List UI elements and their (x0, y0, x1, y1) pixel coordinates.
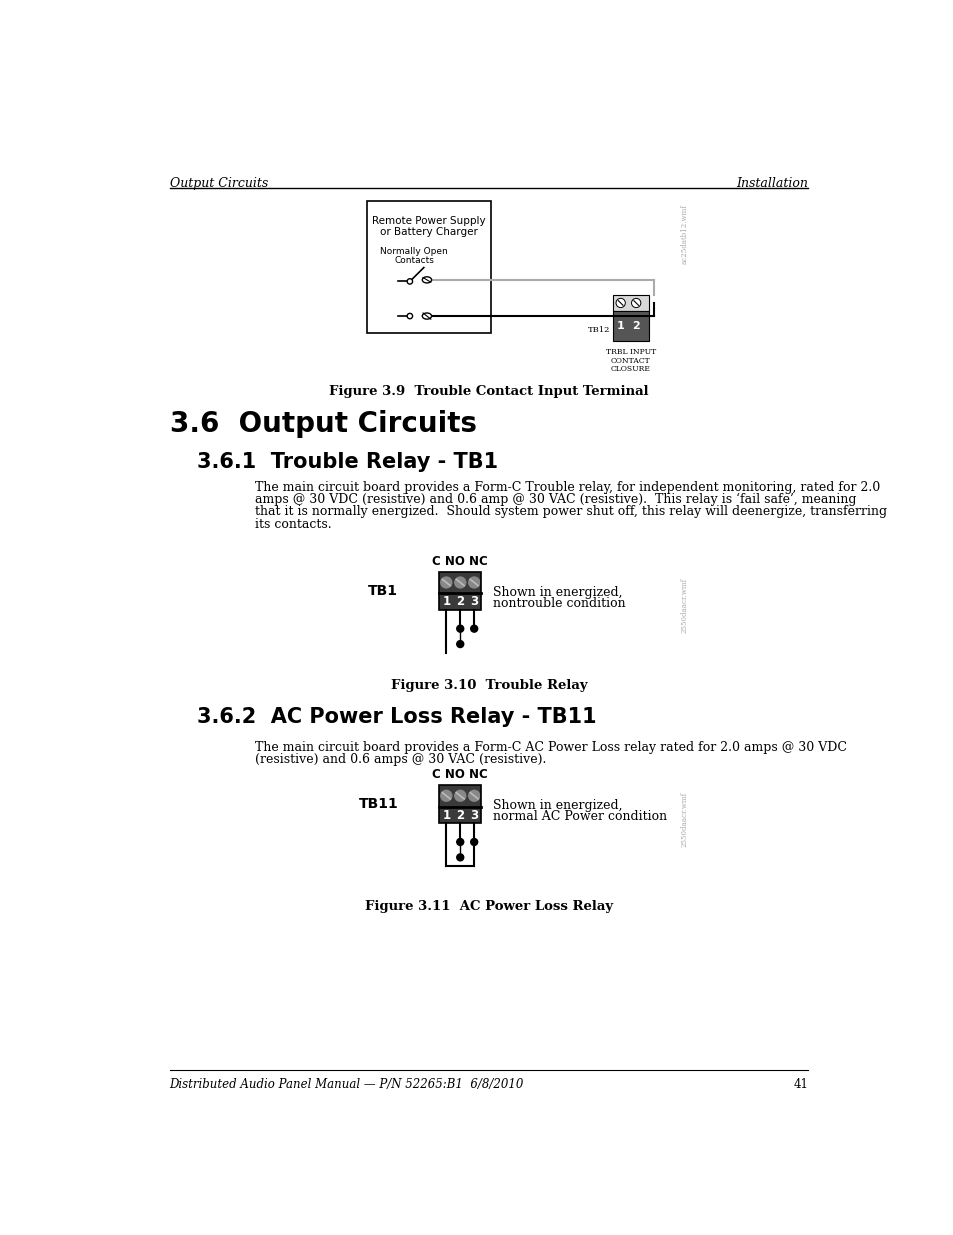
Circle shape (439, 789, 452, 802)
Text: Figure 3.9  Trouble Contact Input Terminal: Figure 3.9 Trouble Contact Input Termina… (329, 385, 648, 399)
Text: C NO NC: C NO NC (432, 555, 488, 568)
Bar (439, 785, 480, 806)
Text: Output Circuits: Output Circuits (170, 178, 268, 190)
Ellipse shape (422, 277, 431, 283)
Bar (439, 572, 480, 593)
Ellipse shape (422, 312, 431, 319)
Bar (612, 311, 648, 341)
Text: 2550daacr.wmf: 2550daacr.wmf (680, 792, 688, 846)
Text: TRBL INPUT: TRBL INPUT (605, 348, 655, 357)
Text: 3.6.2  AC Power Loss Relay - TB11: 3.6.2 AC Power Loss Relay - TB11 (196, 708, 596, 727)
Text: 3: 3 (470, 809, 477, 821)
Circle shape (470, 839, 477, 846)
Bar (439, 572, 480, 610)
Circle shape (456, 853, 463, 861)
Text: Contacts: Contacts (394, 256, 434, 266)
Text: TB1: TB1 (368, 584, 397, 598)
Bar (612, 294, 648, 311)
Text: Distributed Audio Panel Manual — P/N 52265:B1  6/8/2010: Distributed Audio Panel Manual — P/N 522… (170, 1078, 523, 1091)
Circle shape (439, 577, 452, 589)
Circle shape (454, 577, 466, 589)
Circle shape (456, 625, 463, 632)
Circle shape (468, 789, 480, 802)
Text: CLOSURE: CLOSURE (610, 366, 650, 373)
Text: C NO NC: C NO NC (432, 768, 488, 782)
Text: Figure 3.10  Trouble Relay: Figure 3.10 Trouble Relay (390, 679, 587, 693)
Circle shape (631, 299, 640, 308)
Text: that it is normally energized.  Should system power shut off, this relay will de: that it is normally energized. Should sy… (254, 505, 886, 519)
Text: Remote Power Supply: Remote Power Supply (372, 216, 485, 226)
Bar (439, 806, 480, 824)
Circle shape (454, 789, 466, 802)
Text: Normally Open: Normally Open (380, 247, 448, 256)
Text: its contacts.: its contacts. (254, 517, 331, 531)
Text: 3.6.1  Trouble Relay - TB1: 3.6.1 Trouble Relay - TB1 (196, 452, 497, 472)
Text: 2: 2 (456, 595, 464, 608)
Text: 2: 2 (632, 321, 639, 331)
Text: 2550daacr.wmf: 2550daacr.wmf (680, 578, 688, 634)
Text: The main circuit board provides a Form-C AC Power Loss relay rated for 2.0 amps : The main circuit board provides a Form-C… (254, 741, 846, 755)
Text: 3: 3 (470, 595, 477, 608)
Text: or Battery Charger: or Battery Charger (380, 227, 477, 237)
Circle shape (456, 641, 463, 647)
Text: CONTACT: CONTACT (610, 357, 650, 364)
Bar (367, 200, 491, 333)
Text: Installation: Installation (736, 178, 807, 190)
Text: Figure 3.11  AC Power Loss Relay: Figure 3.11 AC Power Loss Relay (364, 900, 613, 914)
Text: amps @ 30 VDC (resistive) and 0.6 amp @ 30 VAC (resistive).  This relay is ‘fail: amps @ 30 VDC (resistive) and 0.6 amp @ … (254, 493, 856, 506)
Circle shape (616, 299, 624, 308)
Text: 1: 1 (442, 595, 450, 608)
Text: 3.6  Output Circuits: 3.6 Output Circuits (170, 410, 476, 438)
Text: nontrouble condition: nontrouble condition (493, 597, 625, 610)
Circle shape (407, 314, 412, 319)
Text: TB11: TB11 (358, 798, 397, 811)
Text: normal AC Power condition: normal AC Power condition (493, 810, 666, 824)
Text: 1: 1 (442, 809, 450, 821)
Text: The main circuit board provides a Form-C Trouble relay, for independent monitori: The main circuit board provides a Form-C… (254, 480, 880, 494)
Circle shape (470, 625, 477, 632)
Text: 2: 2 (456, 809, 464, 821)
Text: Shown in energized,: Shown in energized, (493, 799, 621, 811)
Text: (resistive) and 0.6 amps @ 30 VAC (resistive).: (resistive) and 0.6 amps @ 30 VAC (resis… (254, 753, 546, 767)
Circle shape (456, 839, 463, 846)
Bar (439, 785, 480, 824)
Bar (439, 593, 480, 610)
Text: 1: 1 (617, 321, 624, 331)
Text: ac25datb12.wmf: ac25datb12.wmf (680, 204, 688, 264)
Text: 41: 41 (793, 1078, 807, 1091)
Text: TB12: TB12 (587, 326, 609, 333)
Circle shape (407, 279, 412, 284)
Circle shape (468, 577, 480, 589)
Text: Shown in energized,: Shown in energized, (493, 585, 621, 599)
